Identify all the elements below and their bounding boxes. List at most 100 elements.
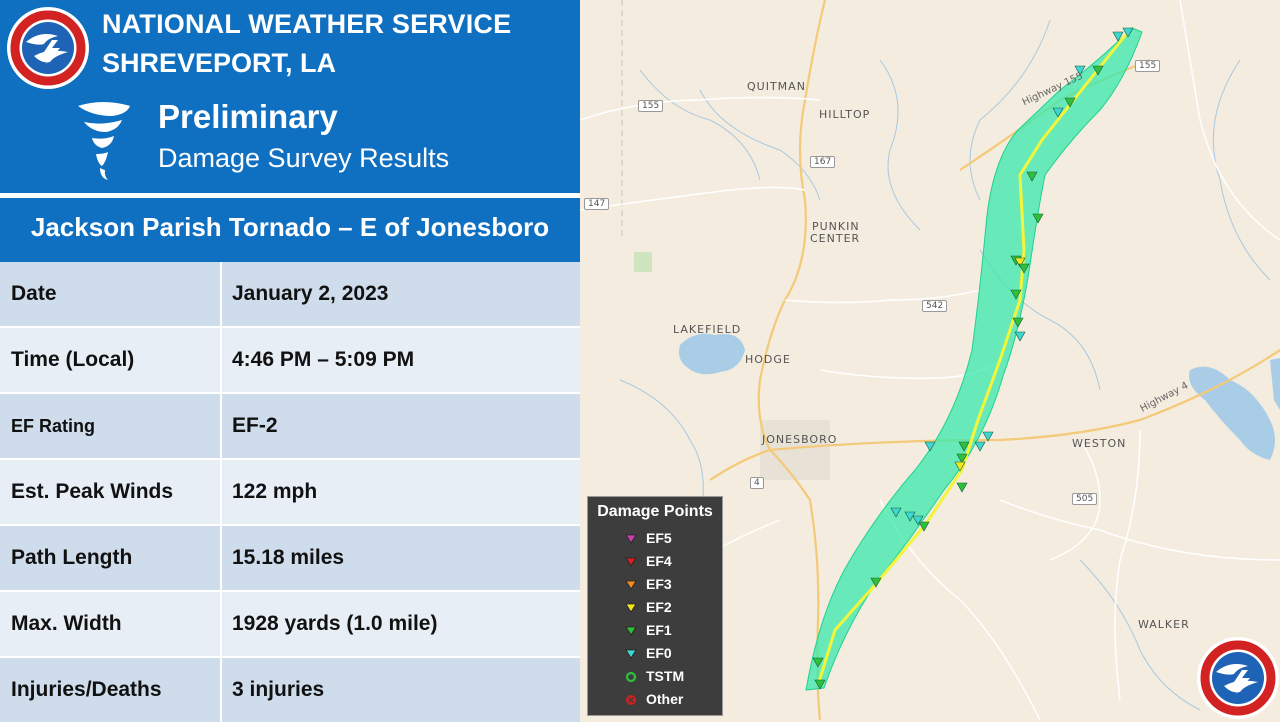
damage-point-marker[interactable] bbox=[890, 507, 902, 518]
place-label: PUNKIN bbox=[812, 220, 860, 233]
place-label: LAKEFIELD bbox=[673, 323, 742, 336]
legend-label: EF5 bbox=[646, 530, 672, 546]
triangle-icon bbox=[625, 626, 637, 636]
legend-item: EF4 bbox=[588, 552, 722, 572]
damage-point-marker[interactable] bbox=[812, 657, 824, 668]
route-shield: 155 bbox=[638, 100, 664, 112]
damage-point-marker[interactable] bbox=[1014, 331, 1026, 342]
place-label: HODGE bbox=[745, 353, 791, 366]
place-label: WESTON bbox=[1072, 437, 1127, 450]
damage-point-marker[interactable] bbox=[814, 679, 826, 690]
table-row: EF Rating EF-2 bbox=[0, 394, 580, 460]
damage-point-marker[interactable] bbox=[1112, 31, 1124, 42]
label-cell: EF Rating bbox=[0, 394, 222, 458]
damage-point-marker[interactable] bbox=[1014, 257, 1026, 268]
place-label: HILLTOP bbox=[819, 108, 871, 121]
triangle-icon bbox=[625, 603, 637, 613]
info-panel: NATIONAL WEATHER SERVICE SHREVEPORT, LA … bbox=[0, 0, 580, 722]
row-value: EF-2 bbox=[232, 414, 278, 437]
row-label: Max. Width bbox=[11, 612, 122, 635]
place-label: QUITMAN bbox=[747, 80, 806, 93]
event-title: Jackson Parish Tornado – E of Jonesboro bbox=[30, 212, 550, 242]
route-shield: 155 bbox=[1135, 60, 1161, 72]
office-name: SHREVEPORT, LA bbox=[102, 48, 337, 78]
damage-point-marker[interactable] bbox=[956, 453, 968, 464]
row-label: Path Length bbox=[11, 546, 133, 569]
table-row: Max. Width 1928 yards (1.0 mile) bbox=[0, 592, 580, 658]
damage-point-marker[interactable] bbox=[912, 515, 924, 526]
damage-legend: Damage Points EF5 EF4 EF3 EF2 EF1 EF0 TSTM Othe… bbox=[587, 496, 723, 716]
damage-point-marker[interactable] bbox=[1032, 213, 1044, 224]
damage-point-marker[interactable] bbox=[904, 511, 916, 522]
damage-point-marker[interactable] bbox=[1052, 107, 1064, 118]
damage-point-marker[interactable] bbox=[924, 441, 936, 452]
legend-item: EF2 bbox=[588, 598, 722, 618]
damage-point-marker[interactable] bbox=[918, 521, 930, 532]
legend-item: EF0 bbox=[588, 644, 722, 664]
row-value: 3 injuries bbox=[232, 678, 325, 701]
legend-label: EF1 bbox=[646, 622, 672, 638]
circle-icon bbox=[625, 671, 637, 683]
table-row: Date January 2, 2023 bbox=[0, 262, 580, 328]
event-title-bar: Jackson Parish Tornado – E of Jonesboro bbox=[0, 196, 580, 262]
legend-label: Other bbox=[646, 691, 684, 707]
route-shield: 4 bbox=[750, 477, 764, 489]
route-shield: 167 bbox=[810, 156, 836, 168]
x-circle-icon bbox=[626, 695, 636, 705]
label-cell: Max. Width bbox=[0, 592, 222, 656]
row-value: 1928 yards (1.0 mile) bbox=[232, 612, 438, 635]
survey-subtitle: Damage Survey Results bbox=[158, 143, 450, 173]
legend-label: EF2 bbox=[646, 599, 672, 615]
legend-label: EF4 bbox=[646, 553, 672, 569]
row-value: 15.18 miles bbox=[232, 546, 345, 569]
damage-point-marker[interactable] bbox=[1092, 65, 1104, 76]
row-label: Date bbox=[11, 282, 57, 305]
legend-item: EF3 bbox=[588, 575, 722, 595]
lake bbox=[679, 333, 745, 375]
triangle-icon bbox=[625, 580, 637, 590]
place-label: JONESBORO bbox=[762, 433, 838, 446]
damage-point-marker[interactable] bbox=[1074, 65, 1086, 76]
table-row: Path Length 15.18 miles bbox=[0, 526, 580, 592]
place-label: CENTER bbox=[810, 232, 861, 245]
row-value: 4:46 PM – 5:09 PM bbox=[232, 348, 415, 371]
label-cell: Injuries/Deaths bbox=[0, 658, 222, 722]
row-value: 122 mph bbox=[232, 480, 318, 503]
damage-point-marker[interactable] bbox=[1010, 289, 1022, 300]
table-row: Time (Local) 4:46 PM – 5:09 PM bbox=[0, 328, 580, 394]
org-name: NATIONAL WEATHER SERVICE bbox=[102, 9, 512, 39]
damage-point-marker[interactable] bbox=[958, 441, 970, 452]
legend-title: Damage Points bbox=[597, 503, 713, 520]
damage-point-marker[interactable] bbox=[1018, 263, 1030, 274]
row-label: Time (Local) bbox=[11, 348, 135, 371]
damage-points bbox=[812, 27, 1134, 690]
damage-point-marker[interactable] bbox=[1026, 171, 1038, 182]
damage-point-marker[interactable] bbox=[954, 461, 966, 472]
preliminary-label: Preliminary bbox=[158, 98, 338, 135]
damage-point-marker[interactable] bbox=[870, 577, 882, 588]
park bbox=[634, 252, 652, 272]
route-shield: 505 bbox=[1072, 493, 1098, 505]
place-label: WALKER bbox=[1138, 618, 1190, 631]
triangle-icon bbox=[625, 557, 637, 567]
damage-point-marker[interactable] bbox=[1012, 317, 1024, 328]
damage-point-marker[interactable] bbox=[982, 431, 994, 442]
tornado-icon bbox=[78, 102, 130, 180]
damage-point-marker[interactable] bbox=[956, 482, 968, 493]
damage-point-marker[interactable] bbox=[1122, 27, 1134, 38]
row-label: Injuries/Deaths bbox=[11, 678, 162, 701]
damage-point-marker[interactable] bbox=[1064, 97, 1076, 108]
streams bbox=[619, 19, 1271, 711]
damage-point-marker[interactable] bbox=[974, 441, 986, 452]
row-label: Est. Peak Winds bbox=[11, 480, 174, 503]
header-banner: NATIONAL WEATHER SERVICE SHREVEPORT, LA … bbox=[0, 0, 580, 193]
lake bbox=[1270, 358, 1280, 410]
legend-item: EF5 bbox=[588, 529, 722, 549]
minor-roads bbox=[580, 0, 1280, 720]
triangle-icon bbox=[625, 649, 637, 659]
label-cell: Date bbox=[0, 262, 222, 326]
row-label: EF Rating bbox=[11, 416, 95, 436]
nws-logo-corner bbox=[1197, 637, 1279, 719]
legend-item: EF1 bbox=[588, 621, 722, 641]
row-value: January 2, 2023 bbox=[232, 282, 389, 305]
